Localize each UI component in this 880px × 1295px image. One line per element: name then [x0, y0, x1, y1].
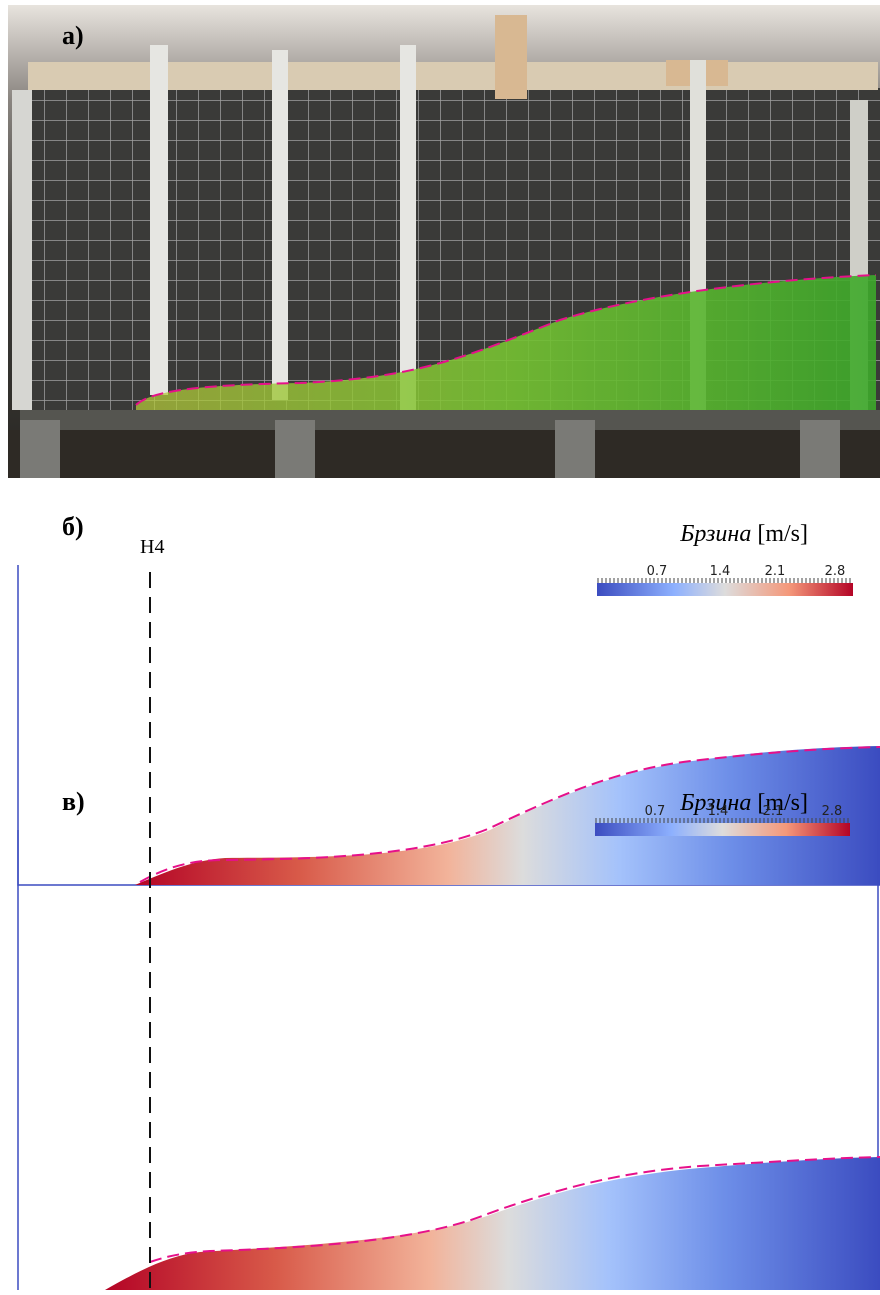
colorbar-tick: 0.7	[645, 804, 666, 819]
colorbar: 0.7 1.4 2.1 2.8	[595, 804, 850, 836]
colorbar-tick: 1.4	[708, 804, 729, 819]
quantity: Брзина	[679, 521, 751, 547]
probe-label: H4	[140, 536, 164, 558]
panel-label: а)	[62, 21, 84, 50]
colorbar-title: Брзина [m/s]	[679, 521, 808, 547]
quantity: Брзина	[679, 790, 751, 816]
colorbar-tick: 2.8	[825, 564, 846, 579]
panel-label: б)	[62, 512, 84, 541]
unit: [m/s]	[757, 521, 808, 547]
colorbar-tick: 1.4	[710, 564, 731, 579]
colorbar-minor-ticks	[595, 818, 849, 823]
panel-label: в)	[62, 787, 85, 816]
colorbar-tick: 0.7	[647, 564, 668, 579]
domain	[17, 830, 880, 1290]
colorbar-tick: 2.1	[765, 564, 786, 579]
colorbar-title: Брзина [m/s]	[679, 790, 808, 816]
photo	[8, 5, 880, 478]
domain	[17, 565, 880, 886]
colorbar-tick: 2.8	[822, 804, 843, 819]
colorbar: 0.7 1.4 2.1 2.8	[597, 564, 853, 596]
unit: [m/s]	[757, 790, 808, 816]
colorbar-minor-ticks	[597, 578, 851, 583]
colorbar-tick: 2.1	[763, 804, 784, 819]
